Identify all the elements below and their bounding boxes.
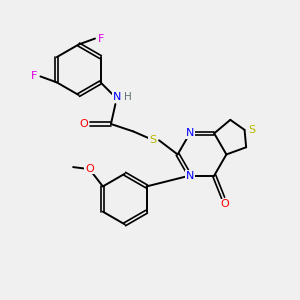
Text: N: N: [186, 171, 194, 181]
Text: S: S: [248, 125, 256, 135]
Text: O: O: [85, 164, 94, 174]
Text: F: F: [31, 71, 37, 81]
Text: O: O: [79, 119, 88, 129]
Text: S: S: [149, 135, 156, 145]
Text: N: N: [186, 128, 194, 138]
Text: H: H: [124, 92, 132, 102]
Text: F: F: [98, 34, 105, 44]
Text: O: O: [220, 200, 229, 209]
Text: N: N: [113, 92, 121, 102]
